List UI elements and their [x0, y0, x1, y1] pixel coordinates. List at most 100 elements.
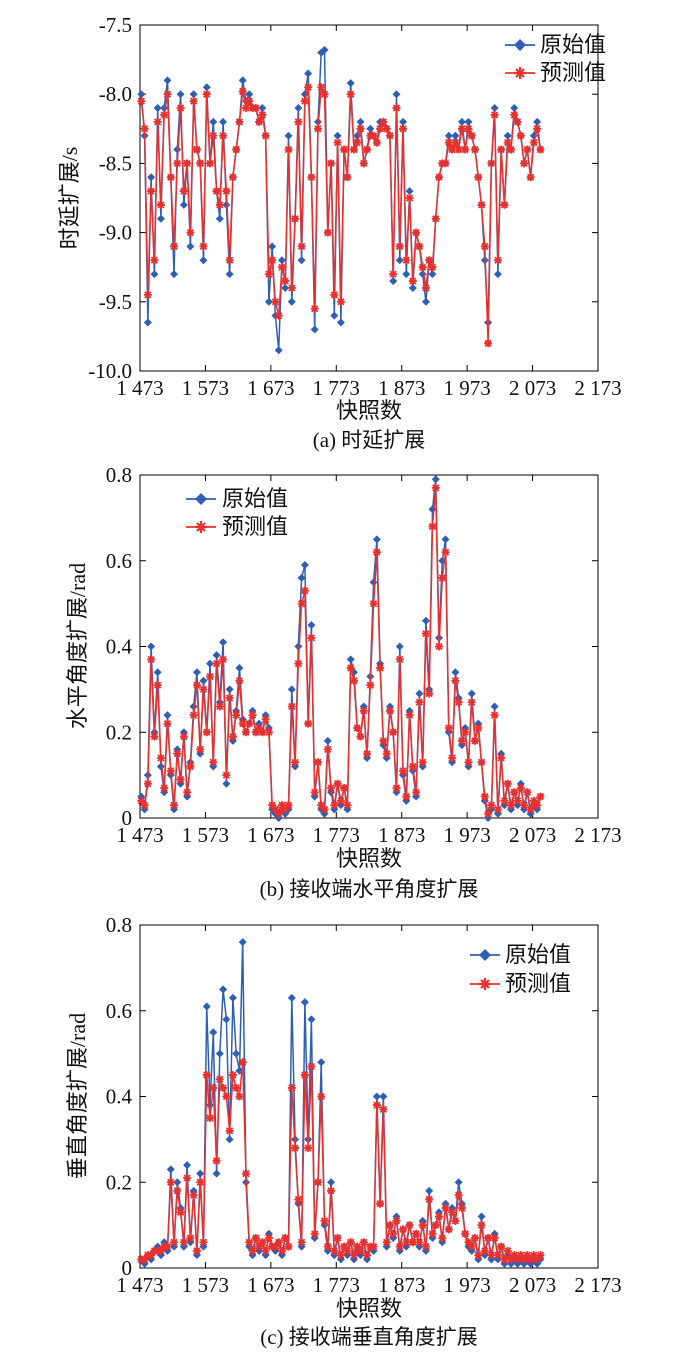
data-point-predicted — [209, 758, 218, 767]
data-point-predicted — [523, 1251, 532, 1260]
data-point-predicted — [435, 173, 444, 182]
data-point-original — [369, 578, 378, 587]
x-tick-label: 1 673 — [247, 376, 294, 400]
plot-frame — [139, 24, 599, 372]
data-point-original — [212, 1169, 221, 1178]
x-tick-label: 1 973 — [444, 376, 491, 400]
data-point-predicted — [467, 131, 476, 140]
data-point-predicted — [183, 1173, 192, 1182]
data-point-predicted — [336, 1251, 345, 1260]
data-point-original — [346, 79, 355, 88]
data-point-original — [202, 1002, 211, 1011]
data-point-original — [307, 621, 316, 630]
data-point-predicted — [336, 796, 345, 805]
data-point-predicted — [258, 1238, 267, 1247]
data-point-predicted — [470, 736, 479, 745]
data-point-original — [199, 256, 208, 265]
data-point-predicted — [176, 775, 185, 784]
data-point-predicted — [284, 145, 293, 154]
data-point-predicted — [359, 1238, 368, 1247]
data-point-predicted — [533, 1255, 542, 1264]
x-tick-label: 1 773 — [313, 823, 360, 847]
data-point-predicted — [421, 1242, 430, 1251]
data-point-predicted — [516, 131, 525, 140]
data-point-predicted — [281, 805, 290, 814]
data-point-predicted — [143, 290, 152, 299]
data-point-predicted — [327, 1186, 336, 1195]
data-point-predicted — [389, 270, 398, 279]
data-point-original — [199, 676, 208, 685]
data-point-predicted — [255, 723, 264, 732]
data-point-predicted — [160, 783, 169, 792]
data-point-original — [405, 187, 414, 196]
data-point-predicted — [202, 728, 211, 737]
data-point-predicted — [464, 124, 473, 133]
data-point-original — [206, 659, 215, 668]
data-point-predicted — [206, 1113, 215, 1122]
data-point-original — [170, 270, 179, 279]
data-point-predicted — [376, 1199, 385, 1208]
data-point-predicted — [510, 110, 519, 119]
data-point-predicted — [402, 1238, 411, 1247]
data-point-predicted — [497, 145, 506, 154]
data-point-original — [228, 993, 237, 1002]
data-point-original — [238, 938, 247, 947]
data-point-original — [268, 242, 277, 251]
x-tick-label: 1 473 — [116, 823, 163, 847]
data-point-predicted — [399, 766, 408, 775]
data-point-original — [153, 104, 162, 113]
data-point-original — [176, 90, 185, 99]
data-point-predicted — [457, 1203, 466, 1212]
x-tick-label: 1 873 — [378, 376, 425, 400]
x-tick-label: 2 073 — [509, 376, 556, 400]
legend-label-original: 原始值 — [505, 942, 571, 967]
data-point-predicted — [369, 131, 378, 140]
data-point-predicted — [235, 676, 244, 685]
data-point-predicted — [441, 159, 450, 168]
data-point-predicted — [516, 1251, 525, 1260]
legend-label-original: 原始值 — [222, 486, 288, 511]
data-point-predicted — [484, 339, 493, 348]
data-point-original — [451, 131, 460, 140]
data-point-original — [372, 1092, 381, 1101]
data-point-predicted — [349, 145, 358, 154]
data-point-original — [150, 270, 159, 279]
y-axis-label: 时延扩展/s — [57, 147, 82, 250]
data-point-predicted — [536, 145, 545, 154]
data-point-predicted — [487, 1251, 496, 1260]
data-point-predicted — [457, 736, 466, 745]
data-point-predicted — [464, 758, 473, 767]
data-point-predicted — [353, 138, 362, 147]
data-point-predicted — [147, 187, 156, 196]
data-point-original — [173, 145, 182, 154]
data-point-predicted — [147, 655, 156, 664]
data-point-predicted — [457, 124, 466, 133]
data-point-predicted — [490, 1233, 499, 1242]
data-point-predicted — [477, 758, 486, 767]
data-point-predicted — [474, 1251, 483, 1260]
data-point-predicted — [297, 599, 306, 608]
data-point-predicted — [170, 242, 179, 251]
x-tick-label: 1 473 — [116, 376, 163, 400]
data-point-original — [395, 642, 404, 651]
axis-ticks: 1 473 1 573 1 673 1 773 1 873 1 973 2 073 2 173… — [106, 463, 622, 847]
series-layer — [137, 475, 545, 822]
data-point-predicted — [382, 124, 391, 133]
data-point-predicted — [304, 83, 313, 92]
data-point-predicted — [215, 702, 224, 711]
data-point-original — [274, 346, 283, 355]
data-point-predicted — [480, 242, 489, 251]
data-point-predicted — [261, 131, 270, 140]
data-point-predicted — [183, 788, 192, 797]
x-axis-label: 快照数 — [336, 1296, 402, 1321]
data-point-original — [490, 104, 499, 113]
data-point-original — [287, 685, 296, 694]
data-point-predicted — [513, 796, 522, 805]
data-point-predicted — [438, 573, 447, 582]
data-point-original — [264, 297, 273, 306]
data-point-predicted — [238, 1058, 247, 1067]
data-point-original — [372, 535, 381, 544]
data-point-predicted — [140, 124, 149, 133]
y-tick-label: 0.6 — [106, 549, 132, 573]
